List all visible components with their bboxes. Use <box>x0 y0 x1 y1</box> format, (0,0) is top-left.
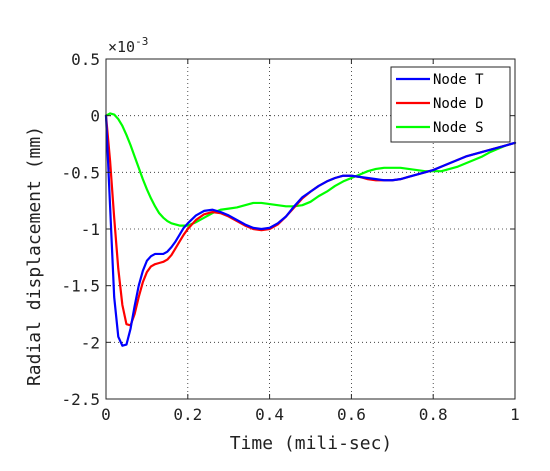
y-axis-exponent: ×10-3 <box>108 35 148 56</box>
y-tick-label: -2.5 <box>61 390 100 409</box>
legend-label: Node S <box>433 120 484 136</box>
x-tick-label: 0.8 <box>419 405 448 424</box>
x-tick-label: 0 <box>101 405 111 424</box>
legend-label: Node T <box>433 72 484 88</box>
x-tick-label: 1 <box>510 405 520 424</box>
y-tick-label: -1.5 <box>61 277 100 296</box>
y-tick-label: 0.5 <box>71 50 100 69</box>
y-tick-label: -1 <box>81 220 100 239</box>
series-layer <box>104 112 517 347</box>
y-tick-label: -2 <box>81 333 100 352</box>
x-tick-label: 0.2 <box>173 405 202 424</box>
y-axis-label: Radial displacement (mm) <box>24 126 45 386</box>
x-tick-label: 0.6 <box>337 405 366 424</box>
legend-label: Node D <box>433 96 484 112</box>
y-tick-label: -0.5 <box>61 163 100 182</box>
tick-layer: 0 0.2 0.4 0.6 0.8 1 0.5 0 -0.5 -1 -1.5 -2 -2.5 <box>61 50 519 424</box>
x-axis-label: Time (mili-sec) <box>230 433 393 454</box>
legend: Node T Node D Node S <box>390 66 511 143</box>
y-exponent-base: ×10 <box>108 38 135 56</box>
x-tick-label: 0.4 <box>255 405 284 424</box>
y-exponent-power: -3 <box>135 35 148 48</box>
y-tick-label: 0 <box>90 107 100 126</box>
series-line-node-t <box>104 114 517 347</box>
